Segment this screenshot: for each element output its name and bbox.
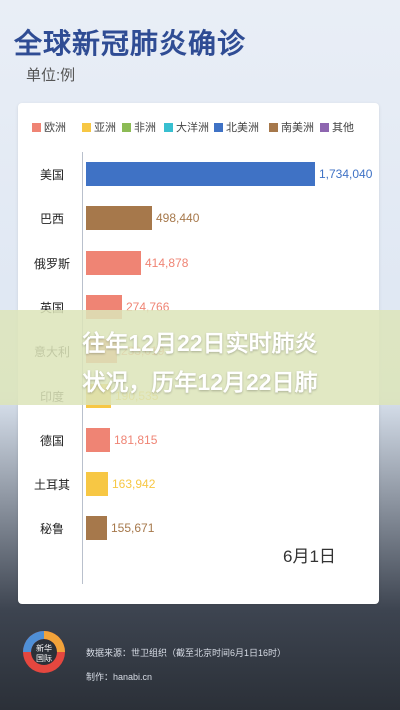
- legend-swatch: [32, 122, 41, 132]
- legend-item: 非洲: [122, 119, 156, 135]
- legend-item: 欧洲: [32, 119, 66, 135]
- xinhua-logo: 新华 国际: [23, 631, 65, 673]
- category-label: 德国: [39, 433, 64, 448]
- value-label: 163,942: [112, 477, 156, 492]
- bar: [86, 516, 107, 541]
- value-label: 155,671: [111, 521, 155, 536]
- category-label: 美国: [39, 168, 64, 182]
- designer-credit: 制作：hanabi.cn: [86, 672, 153, 682]
- legend-item: 南美洲: [269, 119, 314, 135]
- category-label: 巴西: [39, 212, 64, 227]
- legend-swatch: [320, 122, 329, 132]
- legend-label: 南美洲: [281, 122, 314, 134]
- legend: 欧洲 亚洲 非洲 大洋洲 北美洲 南美洲 其他: [24, 119, 374, 135]
- value-label: 1,734,040: [319, 167, 373, 181]
- bar: [86, 250, 141, 275]
- legend-label: 北美洲: [226, 122, 259, 134]
- value-label: 498,440: [156, 211, 200, 226]
- headline-line-2: 状况，历年12月22日肺: [82, 369, 318, 395]
- legend-swatch: [164, 122, 173, 132]
- legend-label: 欧洲: [44, 122, 66, 134]
- legend-item: 大洋洲: [164, 119, 209, 135]
- headline-line-1: 往年12月22日实时肺炎: [82, 330, 318, 356]
- legend-swatch: [82, 122, 91, 132]
- svg-text:新华: 新华: [36, 643, 52, 653]
- legend-item: 北美洲: [214, 119, 259, 135]
- unit-label: 单位:例: [26, 67, 76, 84]
- data-source-text: 数据来源：世卫组织（截至北京时间6月1日16时）: [86, 648, 287, 658]
- category-label: 土耳其: [33, 478, 70, 493]
- legend-swatch: [269, 122, 278, 132]
- chart-title: 全球新冠肺炎确诊: [14, 28, 247, 59]
- legend-label: 大洋洲: [176, 122, 209, 134]
- category-label: 秘鲁: [39, 522, 64, 537]
- svg-text:国际: 国际: [36, 654, 52, 663]
- bar: [86, 472, 108, 497]
- legend-label: 非洲: [134, 122, 156, 134]
- bar: [86, 206, 152, 231]
- legend-swatch: [122, 122, 131, 132]
- bar: [86, 427, 110, 452]
- chart-date: 6月1日: [283, 547, 336, 566]
- legend-item: 其他: [320, 119, 354, 135]
- value-label: 181,815: [114, 432, 158, 447]
- legend-label: 亚洲: [94, 122, 116, 134]
- legend-swatch: [214, 122, 223, 132]
- legend-item: 亚洲: [82, 119, 116, 135]
- headline-overlay: 往年12月22日实时肺炎 状况，历年12月22日肺: [0, 310, 400, 405]
- bar: [86, 162, 315, 186]
- value-label: 414,878: [145, 255, 189, 270]
- legend-label: 其他: [332, 122, 354, 134]
- category-label: 俄罗斯: [33, 256, 70, 271]
